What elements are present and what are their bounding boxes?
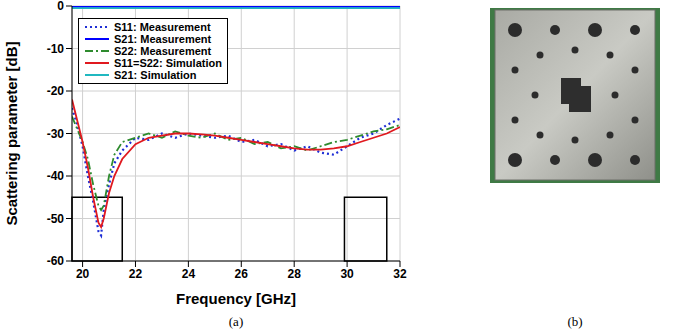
svg-text:20: 20 [76,267,90,281]
html-text:(a): (a) [228,314,244,329]
svg-text:0: 0 [57,0,64,13]
svg-text:Scattering parameter [dB]: Scattering parameter [dB] [3,41,20,225]
svg-text:Frequency [GHz]: Frequency [GHz] [176,290,296,307]
svg-text:-50: -50 [47,212,65,226]
svg-text:32: 32 [393,267,407,281]
svg-text:-60: -60 [47,254,65,268]
svg-text:-40: -40 [47,169,65,183]
html-text:S21: Measurement: S21: Measurement [114,33,212,45]
svg-text:22: 22 [129,267,143,281]
svg-text:-20: -20 [47,84,65,98]
svg-text:30: 30 [340,267,354,281]
svg-text:-30: -30 [47,127,65,141]
html-text:S22: Measurement: S22: Measurement [114,45,212,57]
html-text:S21: Simulation: S21: Simulation [114,69,197,81]
html-text:S11=S22: Simulation: S11=S22: Simulation [114,57,222,69]
html-text:(b): (b) [567,314,583,329]
svg-text:24: 24 [182,267,196,281]
svg-text:28: 28 [288,267,302,281]
svg-text:26: 26 [235,267,249,281]
svg-text:-10: -10 [47,42,65,56]
html-text:S11: Measurement: S11: Measurement [114,21,211,33]
